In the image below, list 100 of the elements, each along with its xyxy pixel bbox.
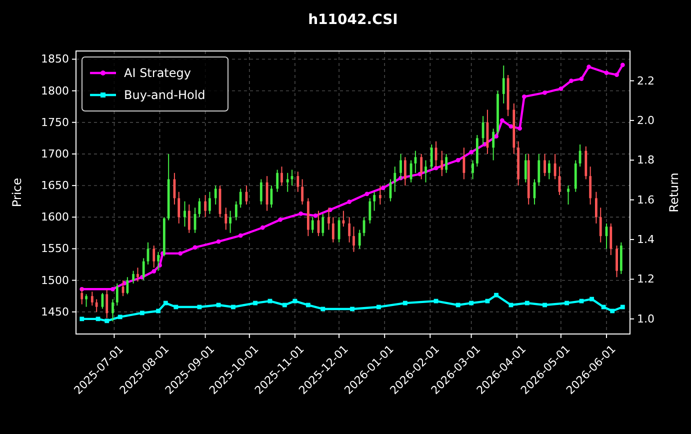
candlestick [538, 153, 540, 186]
candlestick [548, 160, 550, 180]
point [564, 300, 570, 306]
point [500, 118, 504, 123]
point [260, 225, 265, 230]
y2-tick-label: 1.6 [637, 193, 654, 206]
candlestick [589, 166, 592, 205]
legend-label: AI Strategy [124, 66, 191, 80]
y-tick-label: 1800 [41, 84, 69, 98]
point [80, 316, 84, 322]
candlestick [544, 153, 546, 177]
point [614, 72, 619, 78]
point [313, 214, 318, 218]
candlestick [404, 156, 406, 186]
point [402, 300, 408, 306]
candlestick [358, 229, 361, 250]
y-tick-label: 1600 [41, 210, 69, 224]
point [380, 186, 386, 190]
candlestick [208, 191, 211, 214]
point [604, 70, 609, 76]
y-tick-label: 1850 [41, 52, 69, 66]
point [140, 310, 144, 316]
candlestick [132, 270, 135, 284]
candlestick [296, 171, 300, 192]
candlestick [599, 207, 602, 243]
point [174, 304, 178, 310]
point [178, 251, 183, 256]
point [347, 200, 352, 204]
point [292, 298, 298, 304]
point [469, 300, 474, 306]
point [238, 233, 243, 238]
y2-tick-label: 1.8 [637, 154, 654, 167]
candlestick [204, 194, 207, 218]
point [192, 245, 198, 250]
candlestick [229, 210, 232, 234]
point [376, 304, 381, 310]
point [306, 302, 310, 308]
candlestick [472, 160, 474, 180]
point [569, 78, 574, 83]
point [231, 304, 236, 310]
point [485, 298, 490, 304]
point [518, 126, 522, 131]
candlestick [112, 298, 114, 322]
candlestick [239, 188, 242, 208]
candlestick [184, 200, 186, 228]
candlestick [502, 65, 505, 104]
candlestick [554, 153, 556, 180]
point [590, 296, 594, 302]
y-tick-label: 1750 [41, 116, 69, 129]
candlestick [462, 147, 466, 180]
candlestick [610, 222, 612, 256]
candlestick [368, 198, 372, 224]
point [456, 302, 460, 308]
candlestick [492, 128, 495, 161]
candlestick [348, 216, 351, 243]
candlestick [595, 191, 598, 224]
point [320, 306, 326, 312]
point [110, 286, 115, 292]
point [558, 86, 564, 91]
y2-tick-label: 2.0 [637, 114, 654, 127]
candlestick [301, 178, 304, 205]
point [268, 298, 272, 304]
y2-tick-label: 1.0 [637, 312, 654, 326]
point [579, 76, 584, 81]
point [579, 298, 584, 304]
candlestick [157, 251, 160, 272]
candlestick [322, 213, 324, 237]
point [456, 158, 460, 162]
candlestick [482, 116, 484, 145]
candlestick [198, 198, 201, 218]
candlestick [524, 153, 527, 183]
y-tick-label: 1500 [41, 274, 69, 287]
candlestick [373, 191, 376, 212]
y-tick-label: 1650 [41, 179, 69, 192]
point [104, 318, 110, 324]
point [298, 212, 304, 216]
candlestick [332, 216, 334, 243]
candlestick [567, 185, 570, 205]
point [156, 308, 160, 314]
point [350, 306, 354, 312]
candlestick [234, 200, 238, 221]
point [494, 292, 498, 298]
candlestick [178, 191, 180, 224]
point [620, 62, 625, 68]
candlestick [116, 282, 118, 306]
point [152, 269, 156, 274]
point [282, 302, 287, 308]
candlestick [394, 166, 396, 192]
candlestick [424, 160, 427, 183]
point [96, 316, 100, 322]
point [524, 300, 530, 306]
legend-label: Buy-and-Hold [124, 88, 206, 102]
point [494, 134, 498, 139]
point [163, 300, 168, 306]
point [610, 308, 615, 314]
point [542, 302, 547, 308]
candlestick [440, 150, 444, 177]
chart-title: h11042.CSI [308, 12, 398, 28]
point [434, 298, 438, 304]
candlestick [270, 185, 273, 208]
